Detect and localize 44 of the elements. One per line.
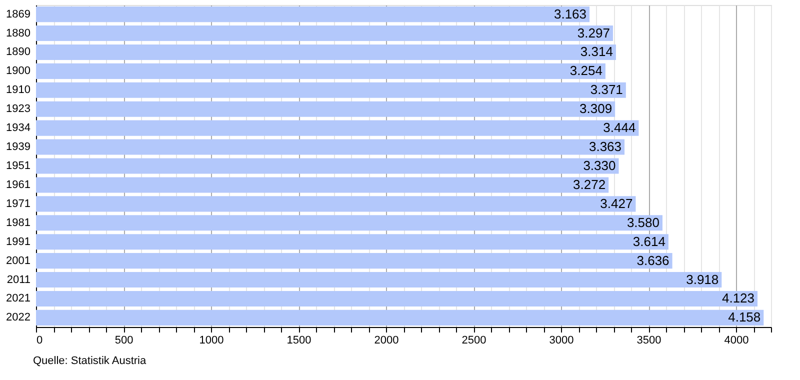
- data-label: 3.636: [636, 252, 670, 268]
- y-tick-label: 1971: [6, 198, 30, 210]
- y-tick-label: 1890: [6, 46, 30, 58]
- data-label: 4.123: [722, 290, 755, 306]
- y-tick-label: 1939: [6, 141, 30, 154]
- data-label: 3.427: [600, 196, 633, 211]
- data-label: 3.163: [554, 6, 587, 22]
- y-tick-label: 1981: [6, 216, 30, 229]
- x-tick-label: 0: [36, 334, 43, 346]
- source-note: Quelle: Statistik Austria: [33, 355, 147, 367]
- data-label: 3.918: [686, 272, 719, 287]
- data-label: 4.158: [728, 310, 761, 325]
- data-label: 3.444: [603, 120, 636, 136]
- y-tick-label: 1900: [6, 65, 30, 78]
- x-tick-label: 3000: [549, 334, 574, 346]
- x-tick-label: 1500: [286, 334, 312, 346]
- y-tick-label: 1991: [6, 236, 30, 248]
- y-tick-label: 1934: [6, 122, 30, 134]
- data-label: 3.330: [583, 158, 616, 173]
- x-tick-label: 500: [114, 334, 134, 346]
- data-label: 3.297: [577, 25, 610, 40]
- y-tick-label: 2022: [6, 312, 30, 324]
- x-tick-label: 3500: [636, 334, 662, 346]
- y-tick-label: 1869: [6, 8, 30, 20]
- x-tick-label: 1000: [199, 334, 224, 346]
- x-tick-label: 2500: [462, 334, 486, 346]
- y-tick-label: 2011: [6, 274, 30, 286]
- y-tick-label: 1910: [6, 84, 30, 96]
- data-label: 3.363: [588, 139, 622, 154]
- x-tick-label: 2000: [374, 334, 399, 346]
- data-label: 3.371: [590, 82, 623, 98]
- y-tick-label: 1880: [6, 27, 30, 40]
- data-label: 3.309: [580, 101, 612, 116]
- y-tick-label: 2001: [6, 254, 30, 267]
- data-label: 3.254: [570, 63, 602, 78]
- data-label: 3.314: [580, 44, 613, 60]
- y-tick-label: 1961: [6, 178, 30, 191]
- data-label: 3.272: [573, 176, 606, 192]
- y-tick-label: 2021: [6, 292, 30, 305]
- y-tick-label: 1923: [6, 103, 30, 116]
- data-label: 3.580: [626, 214, 660, 230]
- x-tick-label: 4000: [724, 334, 749, 346]
- y-tick-label: 1951: [6, 160, 30, 172]
- data-label: 3.614: [632, 234, 666, 249]
